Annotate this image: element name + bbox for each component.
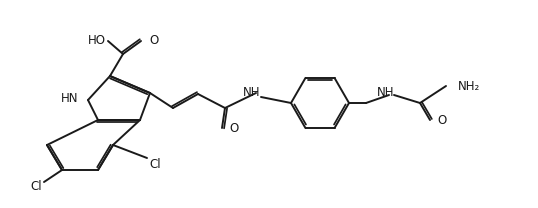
Text: O: O	[229, 121, 238, 135]
Text: Cl: Cl	[30, 181, 42, 193]
Text: HO: HO	[88, 33, 106, 47]
Text: NH: NH	[243, 87, 261, 99]
Text: O: O	[437, 114, 446, 126]
Text: O: O	[149, 35, 158, 47]
Text: Cl: Cl	[149, 157, 161, 171]
Text: NH: NH	[377, 87, 395, 99]
Text: NH₂: NH₂	[458, 79, 480, 93]
Text: HN: HN	[60, 93, 78, 105]
